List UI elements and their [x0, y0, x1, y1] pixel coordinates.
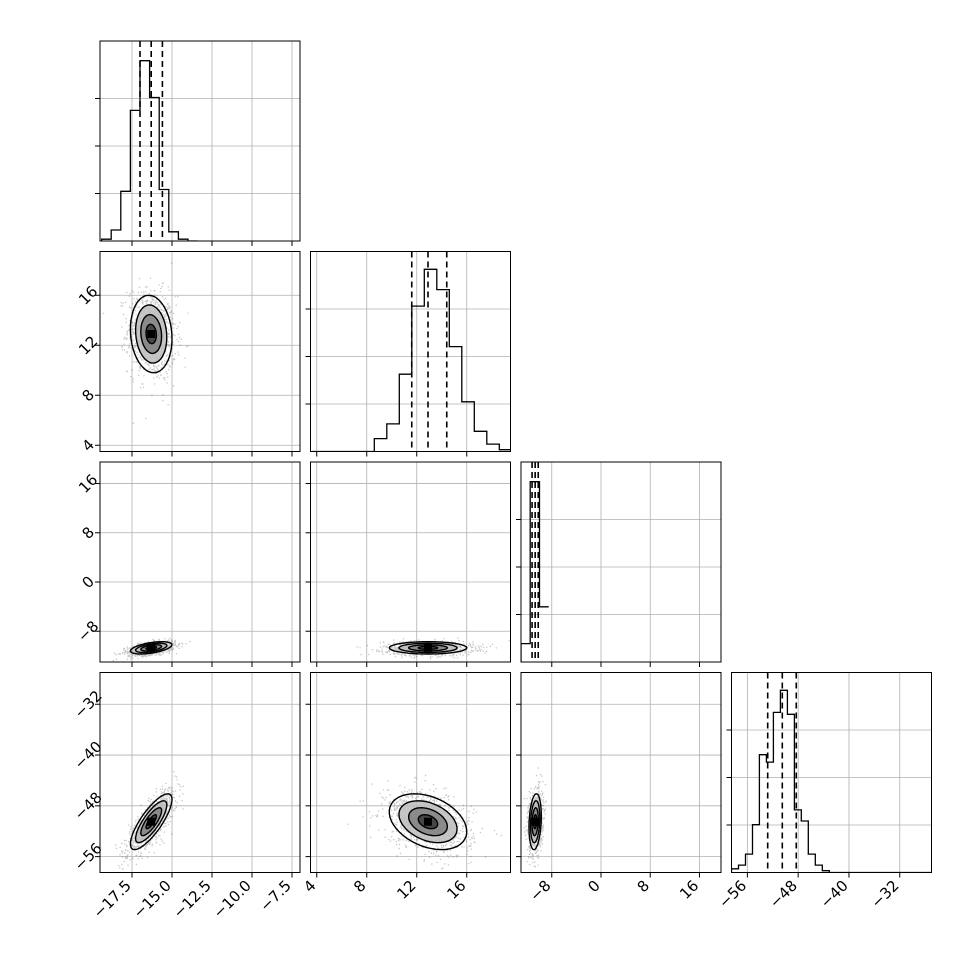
x-tick-label: −40 — [817, 877, 852, 912]
histogram-panel-1 — [305, 251, 511, 457]
density-peak — [424, 817, 432, 826]
y-tick-label: 16 — [75, 282, 101, 308]
x-tick-label: −7.5 — [256, 877, 294, 915]
x-tick-label: 8 — [634, 877, 653, 896]
x-tick-label: −8 — [526, 877, 554, 905]
y-tick-label: 0 — [78, 572, 97, 591]
density-peak — [147, 817, 156, 826]
y-tick-label: 4 — [78, 436, 97, 455]
joint-panel-0-3: −17.5−15.0−12.5−10.0 −7.5−56−48−40−32 — [71, 672, 301, 922]
contour-level-2 — [129, 641, 173, 655]
x-tick-label: −12.5 — [170, 877, 215, 922]
density-peak — [424, 643, 432, 652]
panel-frame — [99, 251, 301, 452]
density-peak — [147, 330, 156, 338]
contour-level-2 — [129, 294, 173, 374]
panel-frame — [99, 672, 301, 873]
panel-frame — [520, 672, 722, 873]
y-tick-label: 12 — [75, 332, 101, 358]
contour-level-2 — [528, 793, 542, 851]
x-tick-label: −48 — [766, 877, 801, 912]
joint-panel-0-1: 4 8 12 16 — [75, 251, 301, 457]
joint-panel-0-2: −8 0 8 16 — [74, 461, 301, 667]
panel-content — [521, 462, 721, 662]
panel-content — [100, 462, 300, 662]
joint-panel-1-2 — [305, 461, 511, 667]
x-tick-label: −10.0 — [210, 877, 255, 922]
panel-content — [100, 672, 300, 873]
panel-content — [521, 672, 721, 873]
x-tick-label: −17.5 — [90, 877, 135, 922]
panel-frame — [310, 672, 511, 873]
histogram-step — [311, 268, 511, 452]
histogram-panel-0 — [95, 40, 301, 246]
panel-content — [100, 251, 300, 452]
x-tick-label: 8 — [350, 877, 369, 896]
y-tick-label: 16 — [75, 471, 101, 497]
panel-frame — [731, 672, 932, 873]
y-tick-label: 8 — [78, 523, 97, 542]
x-tick-label: 0 — [584, 877, 603, 896]
panel-frame — [310, 461, 511, 663]
x-tick-label: 12 — [393, 877, 419, 903]
panel-content — [310, 672, 511, 873]
histogram-step — [521, 481, 549, 662]
histogram-panel-2 — [516, 461, 722, 667]
panel-content — [100, 41, 300, 241]
histogram-panel-3: −56 −48 −40 −32 — [715, 672, 932, 912]
panel-frame — [520, 461, 722, 663]
panel-content — [310, 251, 511, 452]
x-tick-label: −32 — [867, 877, 902, 912]
y-tick-label: −8 — [74, 617, 102, 645]
y-tick-label: 8 — [78, 386, 97, 405]
density-peak — [531, 817, 540, 826]
panel-frame — [99, 40, 301, 242]
panel-frame — [99, 461, 301, 663]
x-tick-label: −56 — [715, 877, 750, 912]
x-tick-label: 4 — [300, 877, 319, 896]
panel-frame — [310, 251, 511, 452]
histogram-step — [100, 60, 198, 241]
density-peak — [147, 643, 156, 652]
contour-level-2 — [388, 793, 468, 851]
contour-level-2 — [129, 793, 173, 851]
contour-level-2 — [388, 641, 468, 655]
x-tick-label: 16 — [443, 877, 469, 903]
histogram-step — [731, 689, 932, 873]
x-tick-label: 16 — [676, 877, 702, 903]
joint-panel-1-3: 4 8 12 16 — [300, 672, 511, 903]
x-tick-label: −15.0 — [130, 877, 175, 922]
joint-panel-2-3: −8 0 8 16 — [516, 672, 722, 905]
panel-content — [731, 672, 932, 873]
panel-content — [310, 462, 511, 662]
